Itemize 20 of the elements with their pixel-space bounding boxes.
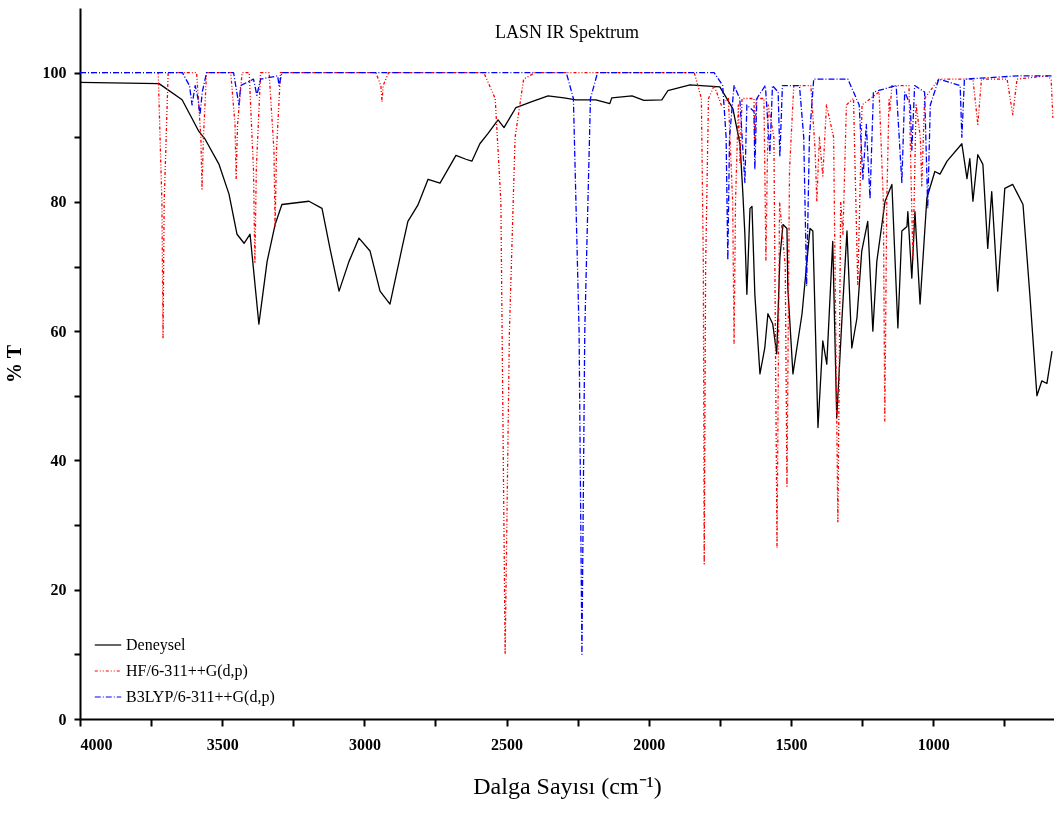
y-tick-label: 60 xyxy=(50,322,67,340)
x-tick-label: 4000 xyxy=(80,735,113,753)
y-tick-label: 80 xyxy=(50,193,67,211)
x-tick-label: 3500 xyxy=(206,735,239,753)
y-tick-label: 0 xyxy=(58,710,67,728)
text: LASN IR Spektrum xyxy=(495,22,639,42)
legend-label: Deneysel xyxy=(126,636,187,654)
line-series xyxy=(80,71,1054,656)
x-tick-label: 1000 xyxy=(917,735,950,753)
x-tick-label: 3000 xyxy=(348,735,381,753)
x-tick-label: 1500 xyxy=(775,735,808,753)
x-axis-title: Dalga Sayısı (cm⁻¹) xyxy=(473,772,662,799)
legend-label: B3LYP/6-311++G(d,p) xyxy=(126,688,275,706)
x-tick-label: 2500 xyxy=(491,735,524,753)
y-tick-label: 100 xyxy=(42,64,67,82)
y-axis-title: % T xyxy=(2,344,25,383)
y-tick-label: 40 xyxy=(50,451,67,469)
x-tick-label: 2000 xyxy=(633,735,666,753)
y-tick-label: 20 xyxy=(50,581,67,599)
legend-label: HF/6-311++G(d,p) xyxy=(126,662,248,680)
